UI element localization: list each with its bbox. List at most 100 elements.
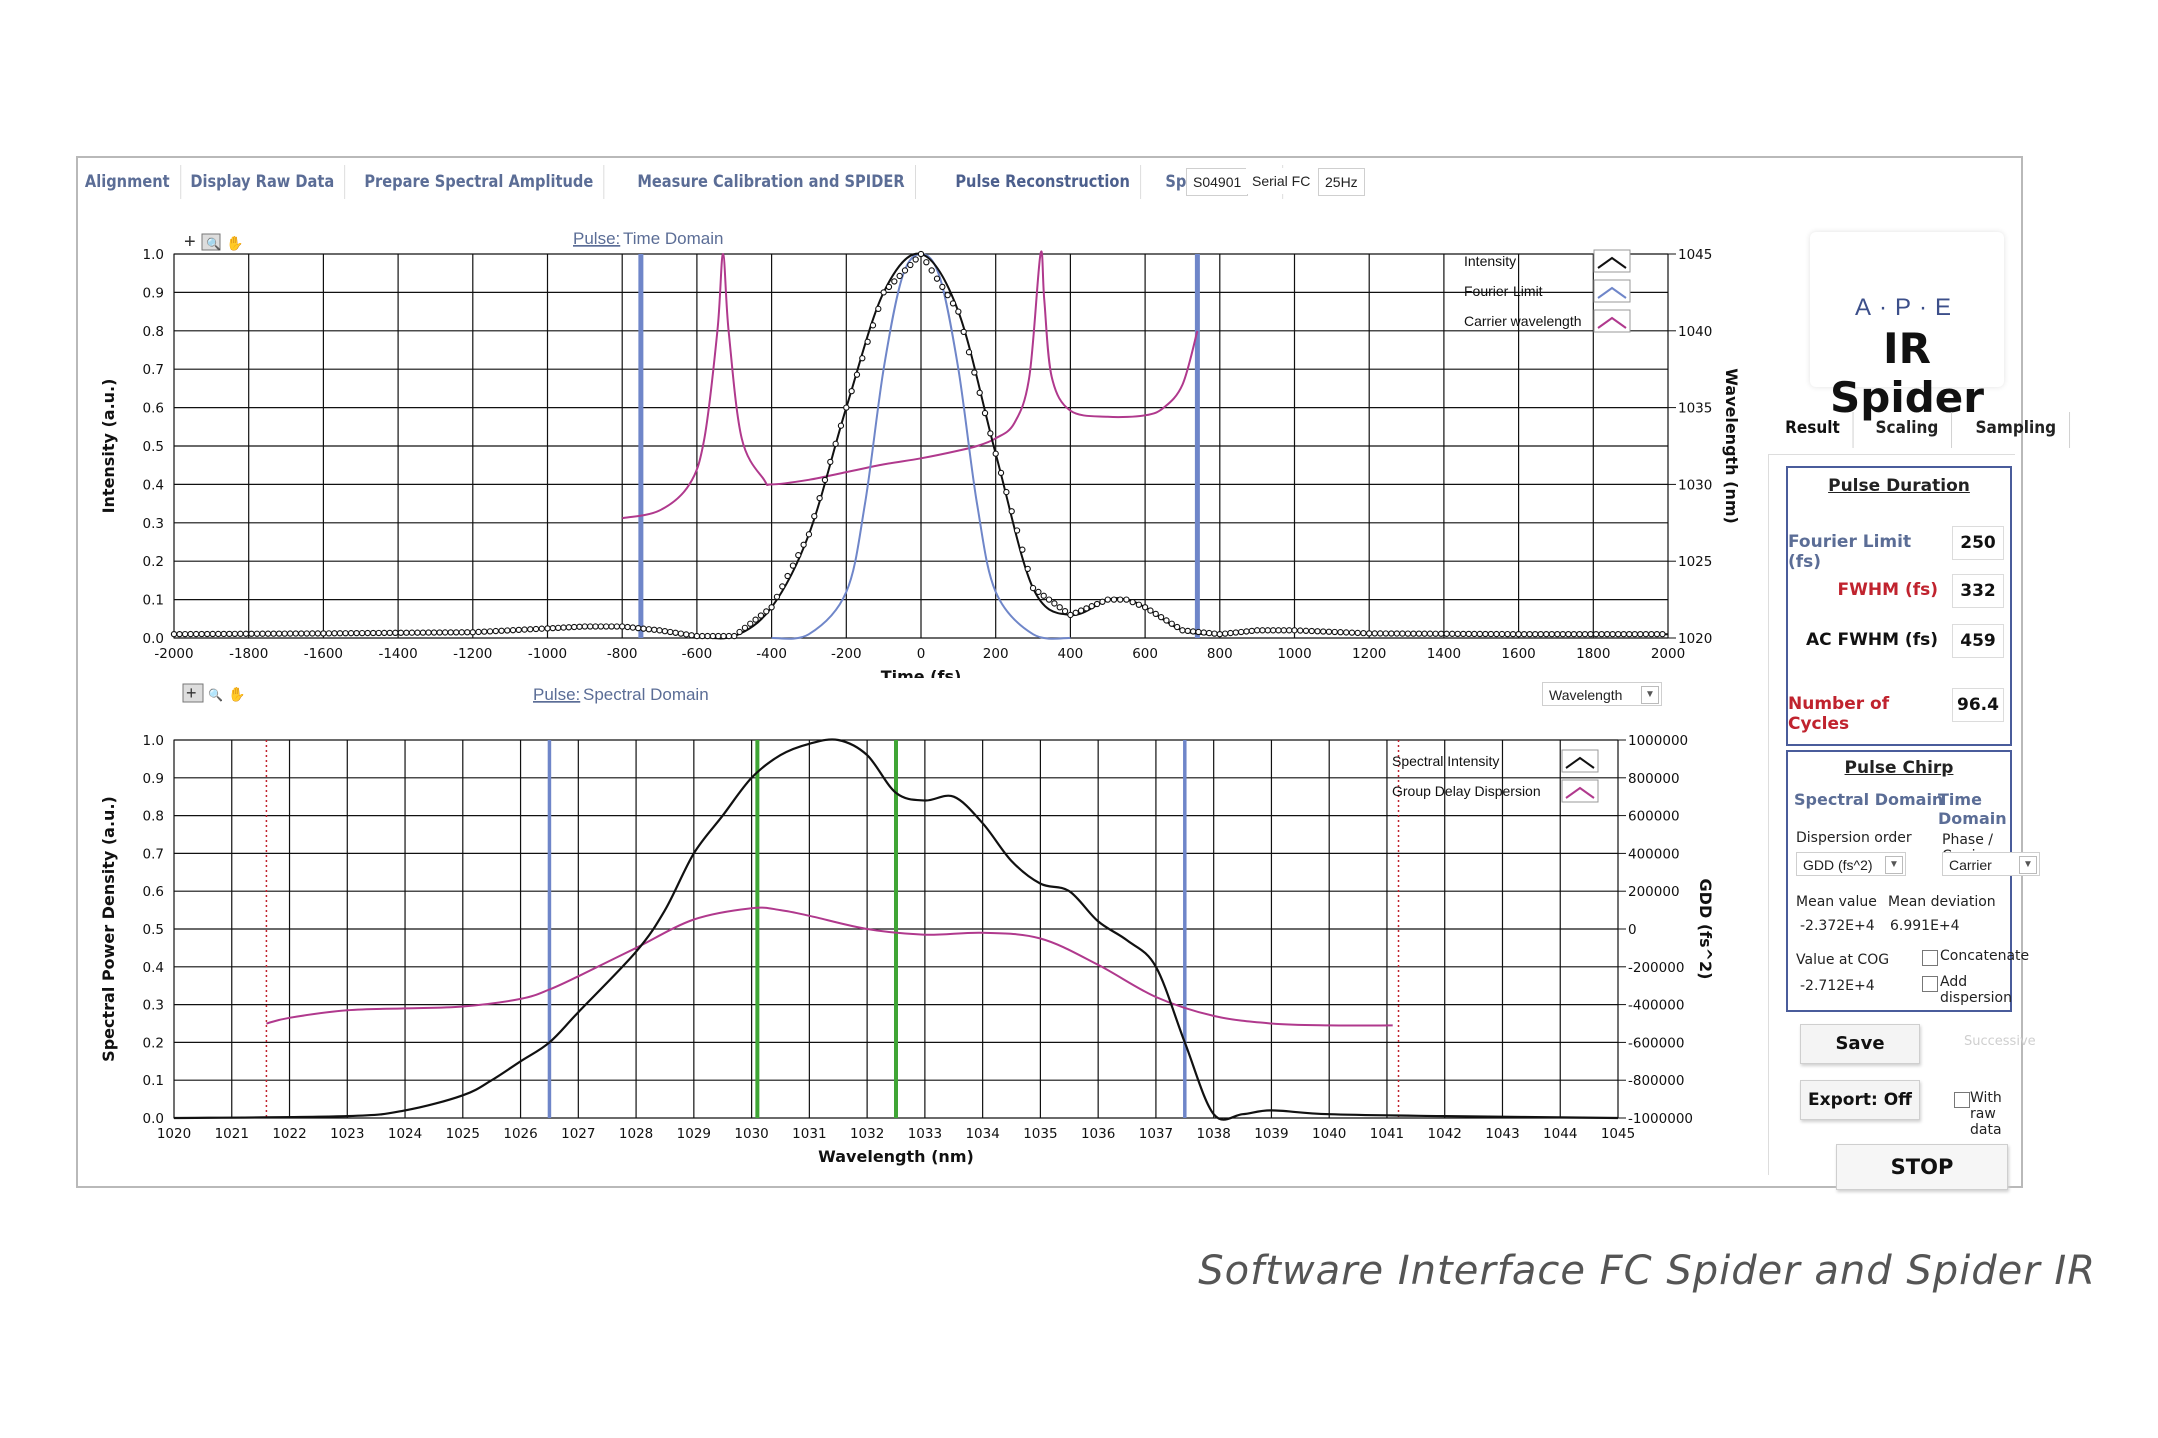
intensity-point — [264, 630, 272, 637]
spectral-domain-option[interactable]: Spectral Domain — [1794, 790, 1944, 809]
tab-scaling[interactable]: Scaling — [1863, 412, 1952, 448]
crosshair-icon[interactable]: + — [184, 231, 196, 253]
figure-caption: Software Interface FC Spider and Spider … — [1198, 1248, 2096, 1294]
intensity-point — [891, 278, 898, 285]
intensity-point — [1083, 605, 1090, 612]
tab-pulse-reconstruction[interactable]: Pulse Reconstruction — [945, 165, 1141, 199]
intensity-point — [640, 625, 647, 632]
chevron-down-icon: ▼ — [1885, 856, 1903, 874]
legend-label: Spectral Intensity — [1392, 753, 1499, 769]
concatenate-checkbox[interactable] — [1922, 950, 1938, 966]
intensity-point — [709, 632, 717, 640]
x-tick-label: 1035 — [1023, 1126, 1057, 1142]
intensity-point — [651, 626, 658, 633]
legend-swatch — [1593, 309, 1631, 333]
intensity-point — [1399, 630, 1406, 637]
intensity-point — [555, 624, 562, 632]
intensity-point — [1248, 627, 1255, 635]
intensity-point — [635, 624, 642, 632]
y-tick-label: 0.1 — [143, 1073, 164, 1089]
add-dispersion-label: Add dispersion — [1940, 974, 2012, 1006]
intensity-point — [619, 623, 626, 630]
device-rate: 25Hz — [1318, 168, 1365, 196]
intensity-point — [1421, 630, 1428, 637]
intensity-point — [1343, 629, 1350, 636]
intensity-point — [1314, 628, 1321, 635]
intensity-point — [869, 322, 877, 329]
stop-button[interactable]: STOP — [1836, 1144, 2008, 1190]
intensity-point — [864, 338, 871, 345]
y-tick-label: 0.4 — [143, 477, 164, 493]
intensity-point — [1104, 596, 1111, 603]
tab-result[interactable]: Result — [1772, 412, 1854, 448]
tab-alignment[interactable]: Alignment — [78, 165, 181, 199]
y-axis-label: Intensity (a.u.) — [99, 379, 118, 514]
pulse-chirp-title: Pulse Chirp — [1844, 758, 1954, 778]
x-tick-label: 1045 — [1601, 1126, 1635, 1142]
intensity-point — [656, 627, 663, 634]
x-tick-label: 1031 — [792, 1126, 826, 1142]
legend-label: Group Delay Dispersion — [1392, 783, 1541, 799]
add-dispersion-checkbox[interactable] — [1922, 976, 1938, 992]
intensity-point — [811, 513, 818, 520]
graph-toolbar[interactable]: + 🔍 ✋ — [184, 231, 243, 253]
intensity-point — [181, 630, 189, 638]
intensity-point — [960, 328, 967, 336]
dispersion-order-select[interactable]: GDD (fs^2) ▼ — [1796, 852, 1906, 876]
tab-prepare-spectral-amplitude[interactable]: Prepare Spectral Amplitude — [354, 165, 605, 199]
phase-carrier-select[interactable]: Carrier ▼ — [1942, 852, 2040, 876]
pulse-duration-value: 459 — [1952, 624, 2004, 658]
tab-measure-calibration[interactable]: Measure Calibration and SPIDER — [627, 165, 916, 199]
zoom-icon[interactable]: 🔍 — [208, 687, 223, 702]
intensity-point — [592, 623, 599, 630]
graph-toolbar[interactable]: + 🔍 ✋ — [182, 683, 245, 703]
pan-hand-icon[interactable]: ✋ — [228, 686, 245, 702]
save-button[interactable]: Save — [1800, 1024, 1920, 1064]
x-tick-label: -1000 — [528, 646, 567, 662]
with-raw-data-checkbox[interactable] — [1954, 1092, 1970, 1108]
y2-axis-label: Wavelength (nm) — [1722, 368, 1741, 524]
crosshair-icon[interactable] — [182, 683, 204, 703]
intensity-point — [853, 371, 861, 378]
intensity-point — [1205, 629, 1213, 637]
intensity-point — [688, 632, 695, 639]
intensity-point — [1259, 627, 1266, 634]
intensity-point — [1587, 631, 1594, 638]
intensity-point — [1348, 629, 1356, 636]
x-axis-label: Time (fs) — [881, 667, 962, 678]
tab-sampling[interactable]: Sampling — [1962, 412, 2070, 448]
tab-display-raw-data[interactable]: Display Raw Data — [180, 165, 346, 199]
wavelength-dropdown-value: Wavelength — [1549, 687, 1623, 703]
intensity-point — [532, 625, 540, 633]
export-button[interactable]: Export: Off — [1800, 1080, 1920, 1120]
intensity-point — [1320, 628, 1327, 635]
time-domain-option[interactable]: Time Domain — [1938, 790, 2007, 828]
pulse-duration-value: 332 — [1952, 574, 2004, 608]
phase-carrier-value: Carrier — [1949, 857, 1992, 873]
spectral-intensity-line — [173, 738, 1619, 1121]
pulse-duration-label: FWHM (fs) — [1837, 580, 1938, 600]
intensity-point — [469, 629, 476, 636]
intensity-point — [1548, 631, 1555, 638]
wavelength-dropdown[interactable]: Wavelength ▼ — [1542, 682, 1662, 706]
chart-title-prefix: Pulse: — [533, 685, 580, 704]
intensity-point — [1404, 630, 1412, 637]
intensity-point — [1653, 631, 1661, 638]
x-tick-label: 1030 — [734, 1126, 768, 1142]
y-tick-label: 0.4 — [143, 960, 164, 976]
intensity-point — [314, 630, 322, 637]
intensity-point — [1072, 609, 1079, 616]
chevron-down-icon: ▼ — [2019, 856, 2037, 874]
intensity-point — [1471, 630, 1478, 638]
legend-swatch — [1561, 779, 1599, 803]
intensity-point — [987, 430, 994, 437]
zoom-icon[interactable] — [201, 233, 221, 251]
x-tick-label: 1026 — [503, 1126, 537, 1142]
intensity-point — [1003, 488, 1010, 496]
intensity-point — [504, 627, 511, 634]
intensity-point — [1371, 630, 1378, 637]
intensity-point — [955, 308, 962, 315]
intensity-point — [1135, 601, 1143, 608]
pan-hand-icon[interactable]: ✋ — [226, 235, 243, 251]
intensity-point — [581, 623, 588, 630]
